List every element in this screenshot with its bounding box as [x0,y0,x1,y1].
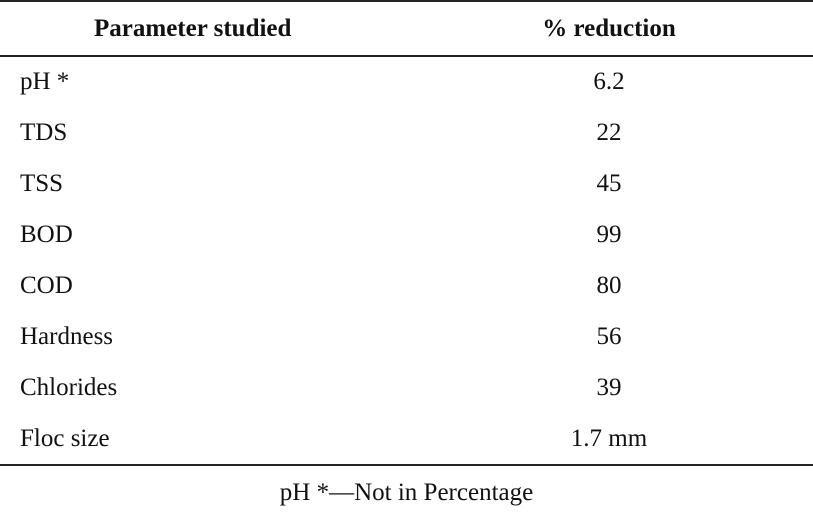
table-row: BOD 99 [0,210,813,261]
reduction-cell: 1.7 mm [405,413,813,467]
table-row: Chlorides 39 [0,362,813,413]
table-row: pH * 6.2 [0,56,813,108]
reduction-cell: 56 [596,322,622,350]
parameter-cell: Hardness [20,322,114,350]
parameter-cell: TDS [20,119,68,147]
table-row: TSS 45 [0,159,813,210]
table-header-row: Parameter studied % reduction [0,0,813,57]
column-header-reduction: % reduction [405,0,813,57]
table-row: Floc size 1.7 mm [0,413,813,467]
table-row: TDS 22 [0,108,813,159]
reduction-cell: 80 [596,272,622,299]
parameter-cell: pH * [20,68,70,96]
parameter-cell: COD [20,272,73,299]
data-table: Parameter studied % reduction pH * 6.2 T… [0,0,813,467]
column-header-parameter: Parameter studied [0,0,405,57]
reduction-cell: 45 [596,170,622,198]
reduction-cell: 99 [596,221,622,249]
reduction-cell: 6.2 [593,68,625,96]
table-row: Hardness 56 [0,311,813,362]
reduction-cell: 39 [596,373,622,401]
parameter-cell: Chlorides [20,373,118,401]
table-footnote: pH *—Not in Percentage [279,479,534,506]
parameter-cell: BOD [20,221,73,249]
parameter-cell: Floc size [0,413,405,467]
parameter-cell: TSS [20,170,64,198]
table-row: COD 80 [0,261,813,312]
reduction-cell: 22 [596,119,622,147]
